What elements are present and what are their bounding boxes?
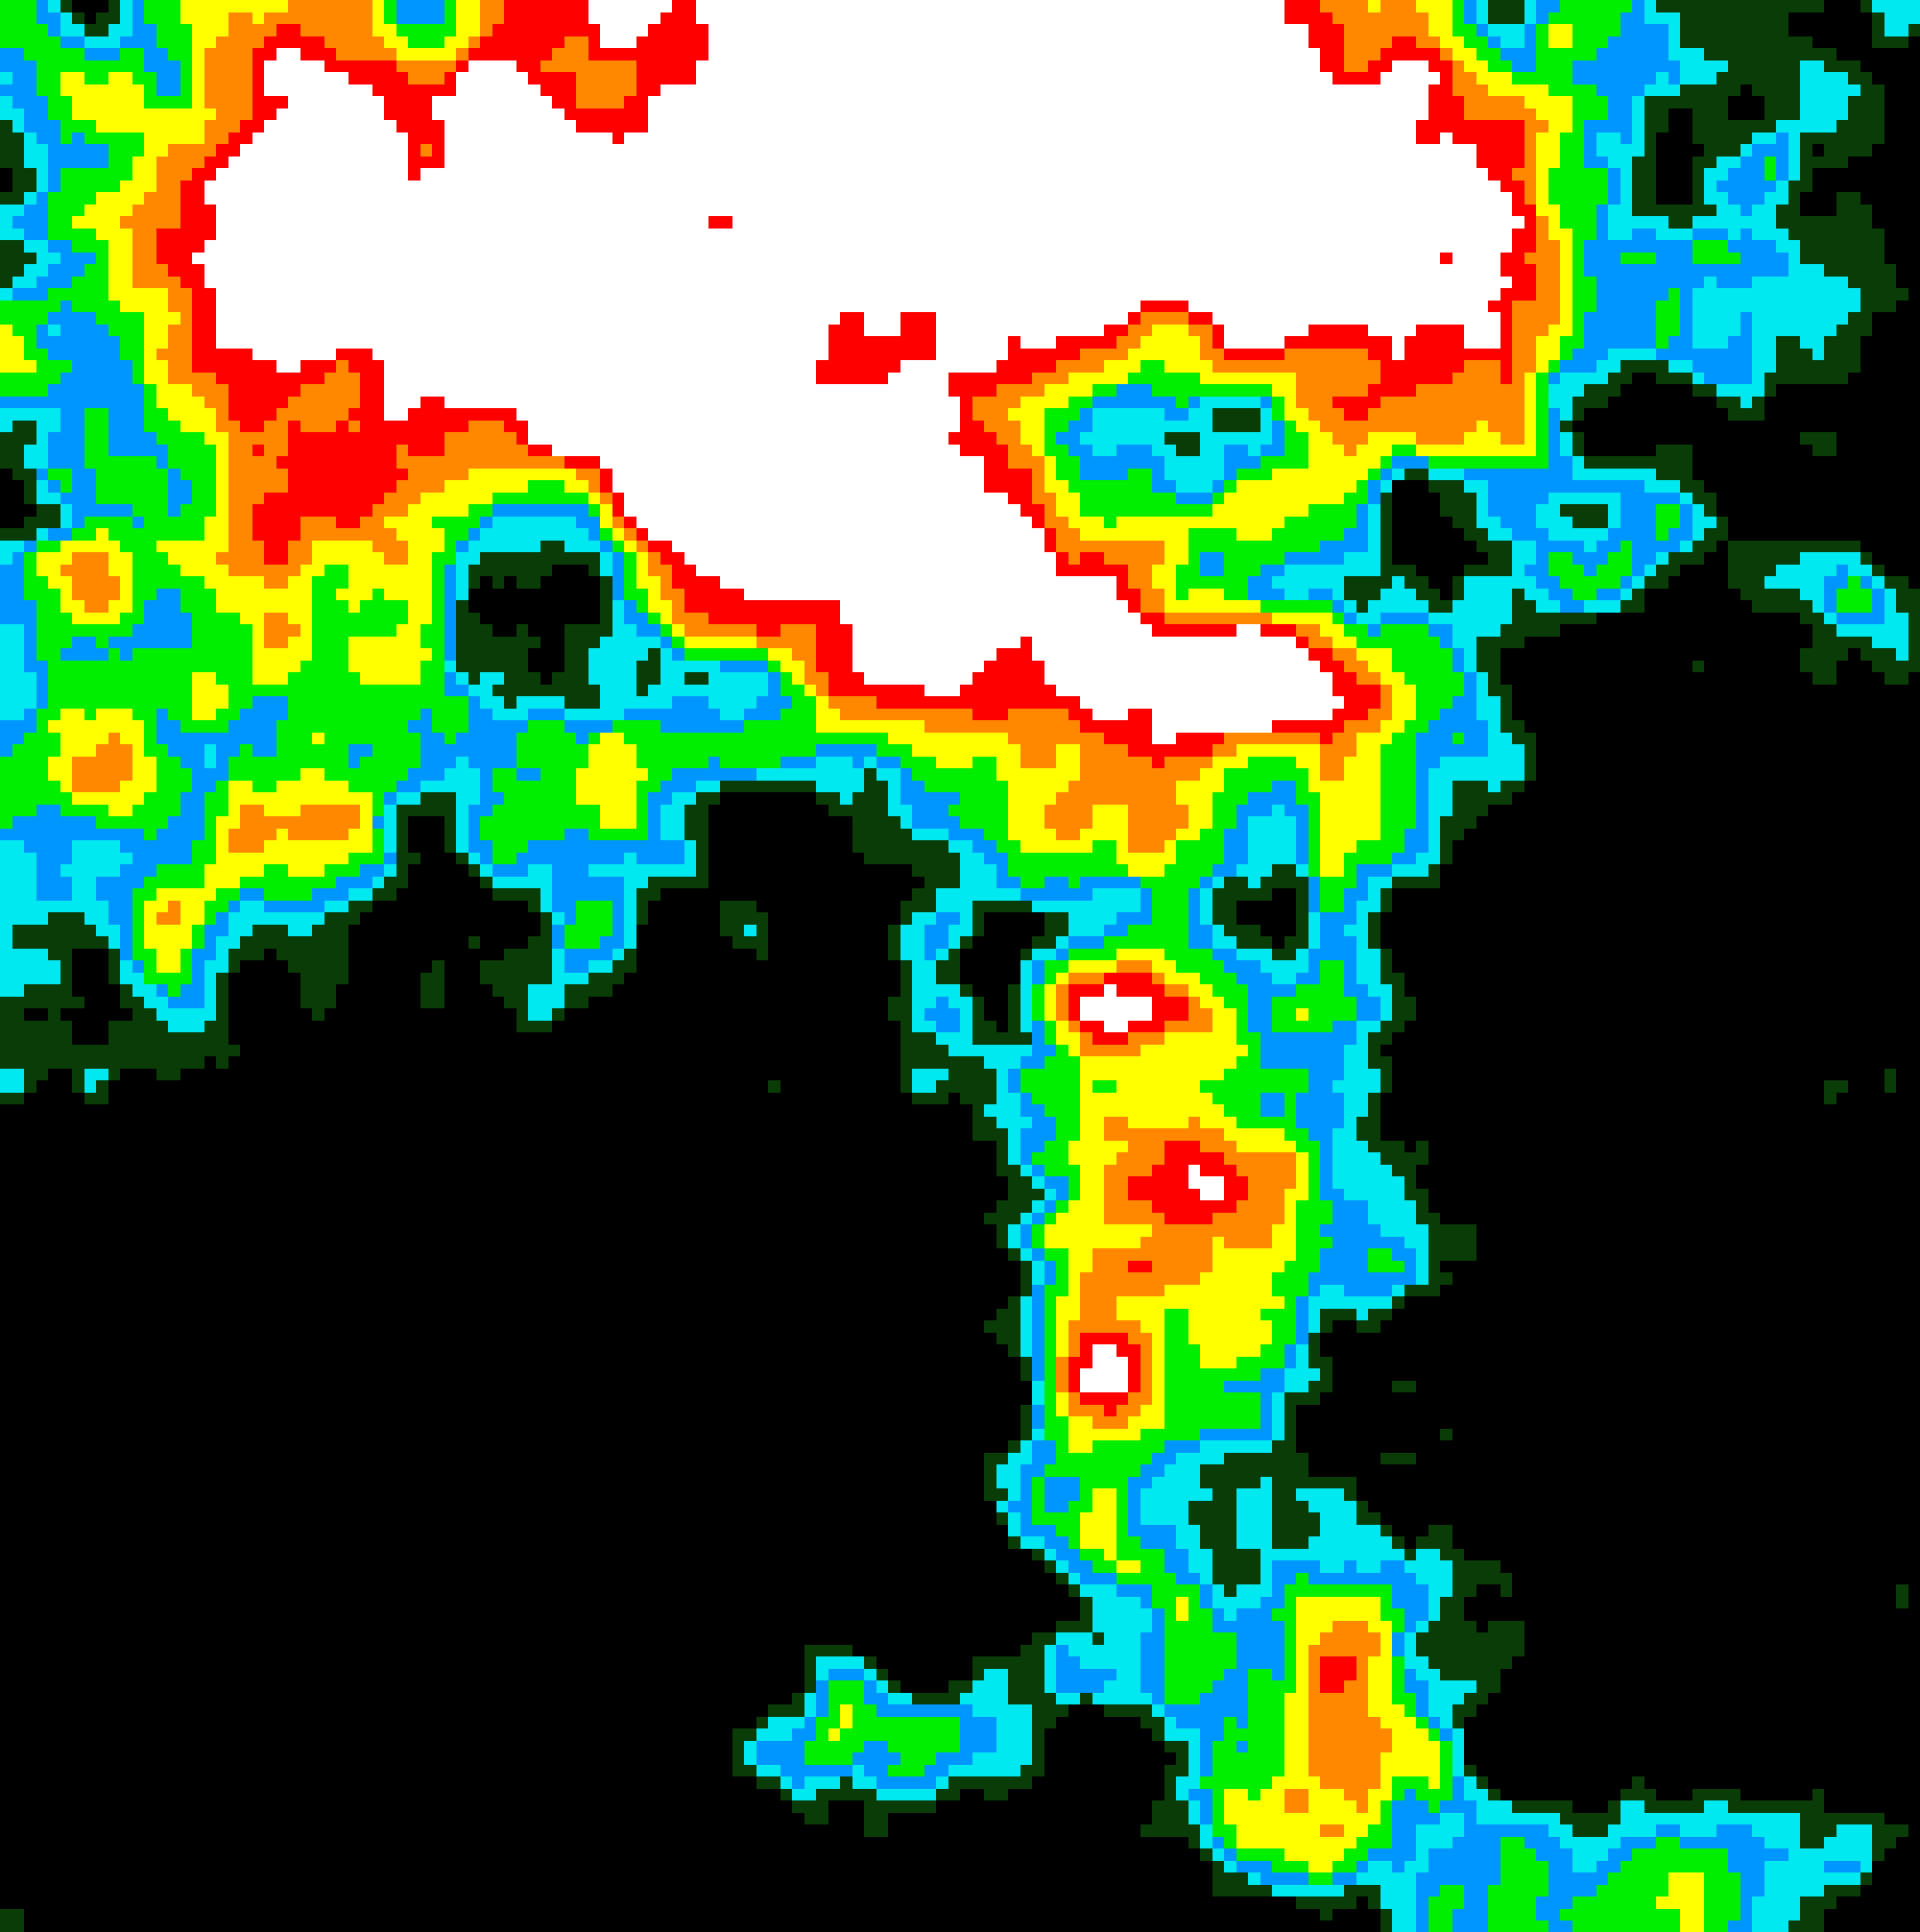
radar-reflectivity-canvas [0,0,1920,1932]
radar-image-viewport: Weather Radar Base Reflectivity Mosaic L… [0,0,1920,1932]
